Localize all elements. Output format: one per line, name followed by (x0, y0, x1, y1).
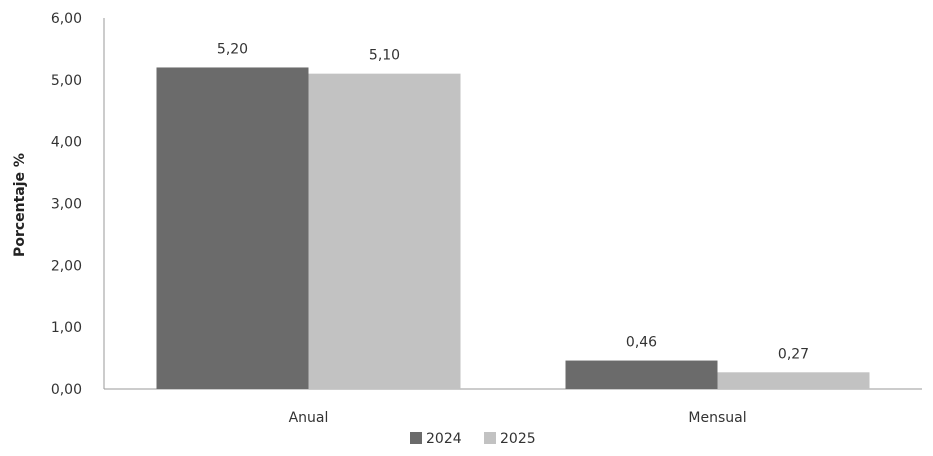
legend-swatch-2025 (484, 432, 496, 444)
data-label: 5,10 (369, 48, 400, 64)
bars (156, 67, 870, 390)
data-label: 5,20 (217, 41, 248, 57)
y-ticks: 0,00 1,00 2,00 3,00 4,00 5,00 6,00 (51, 11, 82, 398)
data-label: 0,46 (626, 335, 657, 351)
data-label: 0,27 (778, 346, 809, 362)
bar-2025-anual (308, 73, 461, 390)
category-labels: Anual Mensual (289, 410, 747, 426)
y-tick-label: 5,00 (51, 73, 82, 89)
y-tick-label: 3,00 (51, 197, 82, 213)
data-labels: 5,20 5,10 0,46 0,27 (217, 41, 809, 362)
y-tick-label: 6,00 (51, 11, 82, 27)
y-tick-label: 2,00 (51, 258, 82, 274)
category-label: Anual (289, 410, 329, 426)
y-tick-label: 1,00 (51, 320, 82, 336)
bar-2025-mensual (717, 372, 870, 389)
bar-2024-mensual (565, 360, 718, 389)
y-tick-label: 0,00 (51, 382, 82, 398)
y-tick-label: 4,00 (51, 135, 82, 151)
legend-label: 2025 (500, 431, 536, 447)
category-label: Mensual (688, 410, 746, 426)
legend: 2024 2025 (410, 431, 536, 447)
y-axis-label: Porcentaje % (12, 153, 28, 257)
legend-label: 2024 (426, 431, 462, 447)
legend-swatch-2024 (410, 432, 422, 444)
bar-2024-anual (156, 67, 309, 389)
